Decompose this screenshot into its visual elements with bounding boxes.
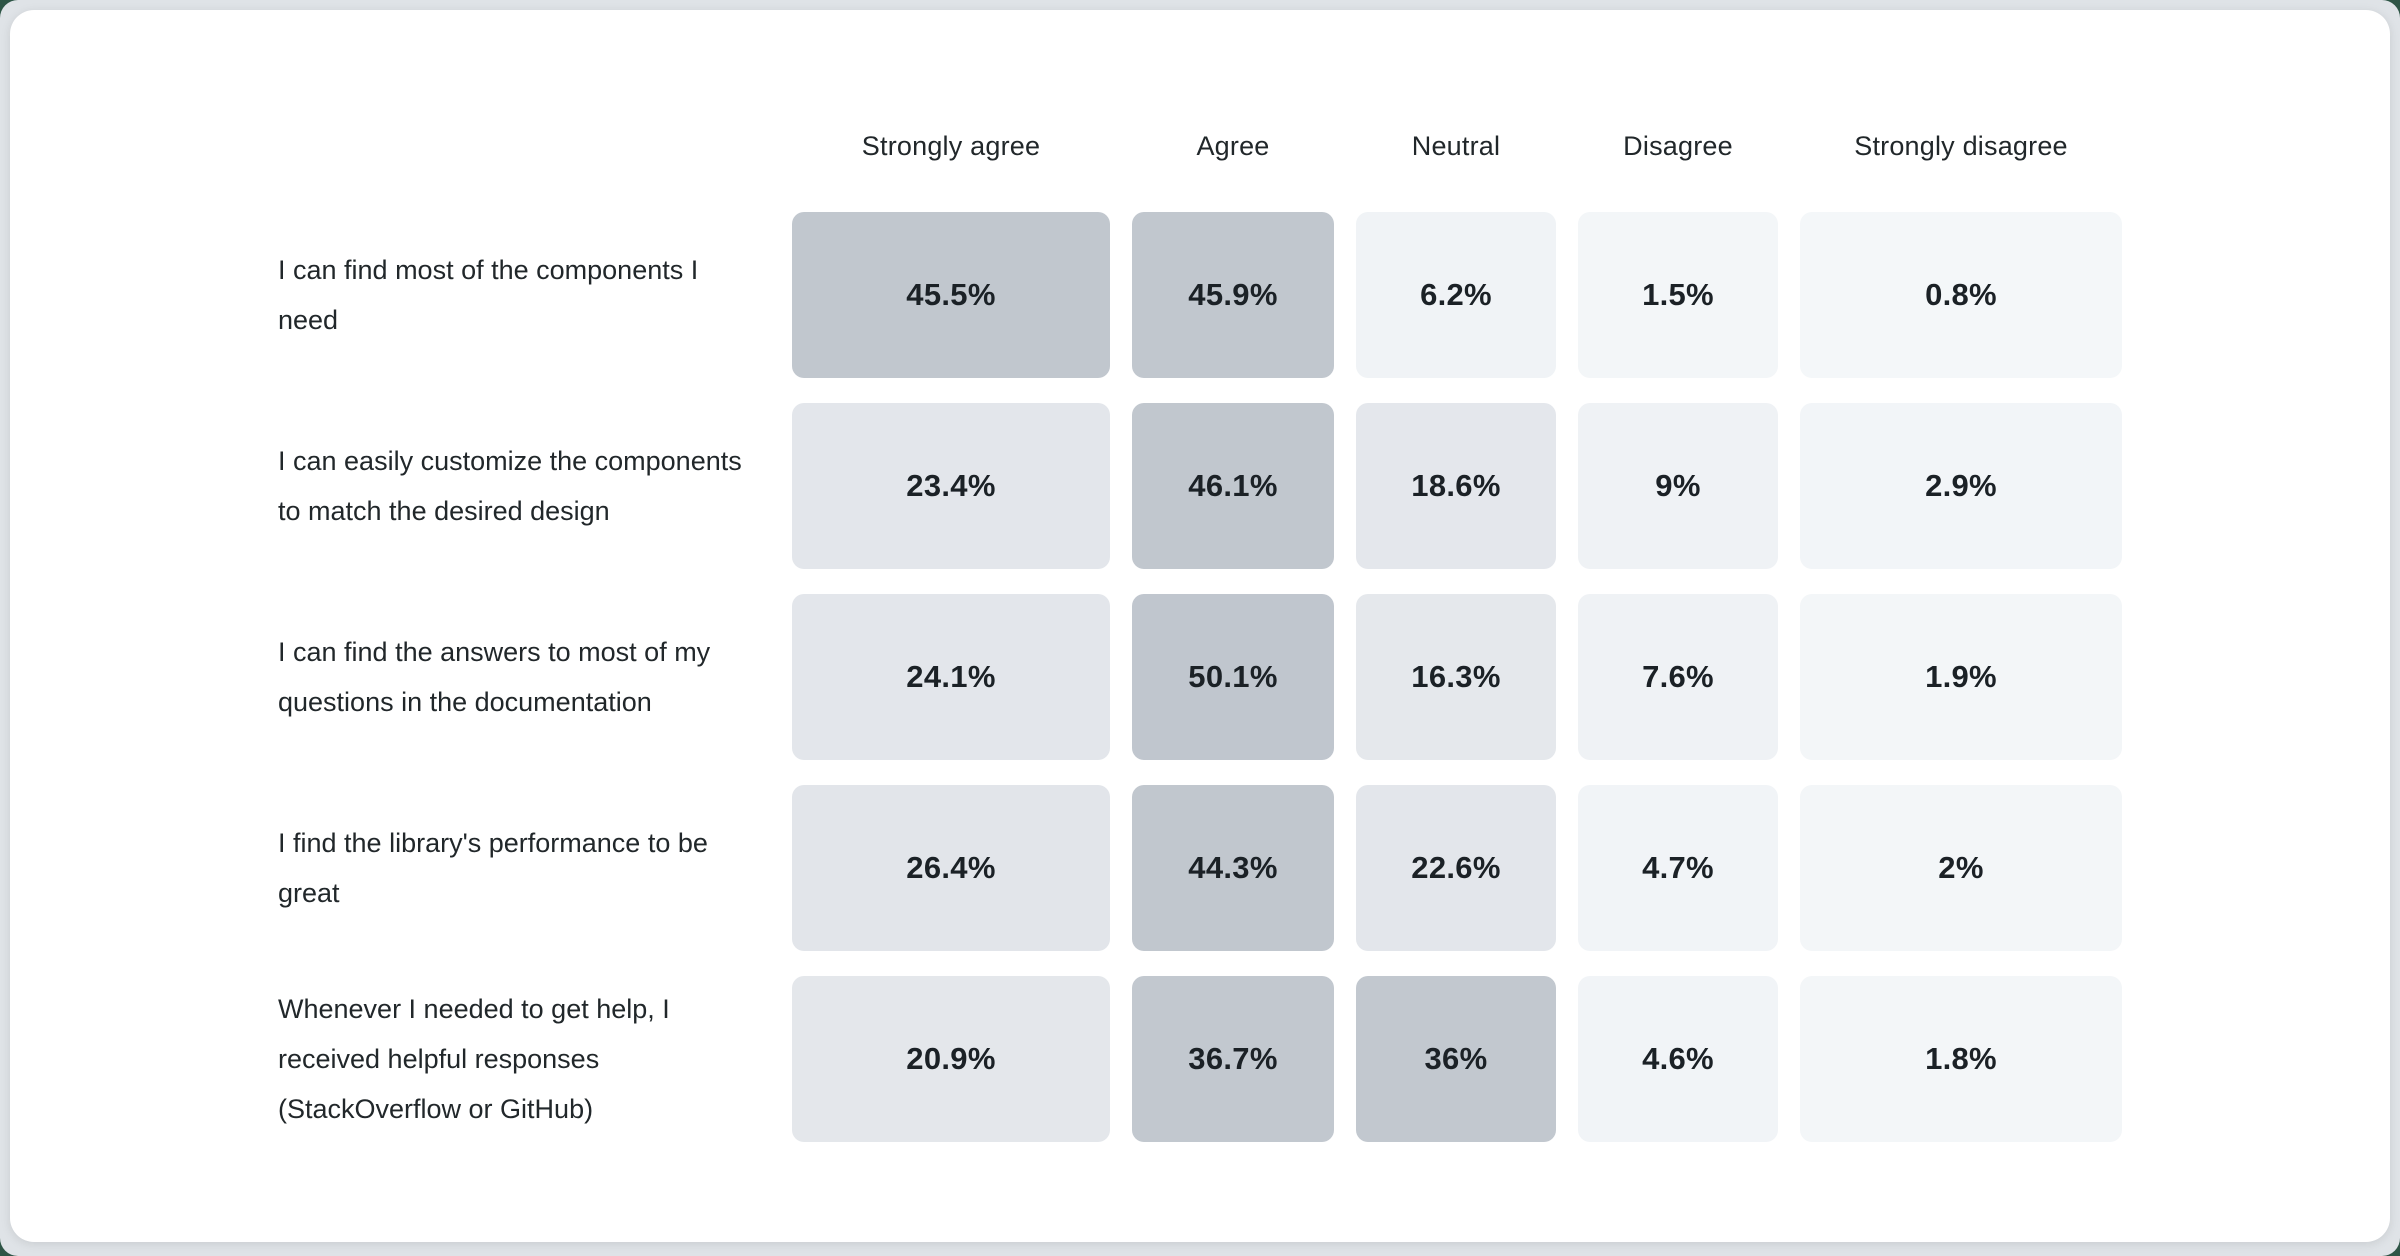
heat-cell: 4.7%: [1578, 785, 1778, 951]
heat-cell: 44.3%: [1132, 785, 1334, 951]
row-label: I can easily customize the components to…: [278, 446, 742, 526]
heat-cell: 1.5%: [1578, 212, 1778, 378]
heat-cell: 45.9%: [1132, 212, 1334, 378]
column-header-neutral: Neutral: [1411, 131, 1501, 161]
row-label: I can find most of the components I need: [278, 255, 699, 335]
heat-cell: 7.6%: [1578, 594, 1778, 760]
column-header-strongly-disagree: Strongly disagree: [1854, 131, 2068, 161]
heat-cell: 2%: [1800, 785, 2122, 951]
column-header-agree: Agree: [1196, 131, 1270, 161]
heat-cell: 46.1%: [1132, 403, 1334, 569]
heat-cell: 50.1%: [1132, 594, 1334, 760]
heat-cell: 1.9%: [1800, 594, 2122, 760]
corner-spacer: [278, 106, 770, 187]
column-header-disagree: Disagree: [1623, 131, 1733, 161]
heat-cell: 1.8%: [1800, 976, 2122, 1142]
heat-cell: 26.4%: [792, 785, 1110, 951]
heat-cell: 45.5%: [792, 212, 1110, 378]
heat-cell: 16.3%: [1356, 594, 1556, 760]
row-label: I can find the answers to most of my que…: [278, 637, 711, 717]
heat-cell: 24.1%: [792, 594, 1110, 760]
row-label: Whenever I needed to get help, I receive…: [278, 994, 670, 1124]
heat-cell: 36.7%: [1132, 976, 1334, 1142]
survey-heatmap-table: Strongly agree Agree Neutral Disagree St…: [278, 106, 2122, 1142]
heat-cell: 6.2%: [1356, 212, 1556, 378]
row-label: I find the library's performance to be g…: [278, 828, 708, 908]
heat-cell: 36%: [1356, 976, 1556, 1142]
column-header-strongly-agree: Strongly agree: [861, 131, 1041, 161]
heat-cell: 18.6%: [1356, 403, 1556, 569]
heat-cell: 0.8%: [1800, 212, 2122, 378]
heat-cell: 23.4%: [792, 403, 1110, 569]
heat-cell: 2.9%: [1800, 403, 2122, 569]
heat-cell: 4.6%: [1578, 976, 1778, 1142]
heat-cell: 20.9%: [792, 976, 1110, 1142]
heat-cell: 22.6%: [1356, 785, 1556, 951]
heat-cell: 9%: [1578, 403, 1778, 569]
survey-results-card: Strongly agree Agree Neutral Disagree St…: [10, 10, 2390, 1242]
